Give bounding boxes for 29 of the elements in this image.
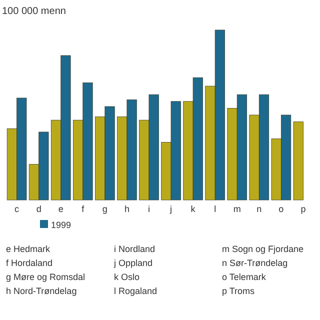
text: k Oslo bbox=[114, 272, 140, 282]
text: g Møre og Romsdal bbox=[6, 272, 86, 282]
text: m Sogn og Fjordane bbox=[222, 244, 304, 254]
legend-label: 1999 bbox=[51, 220, 72, 230]
x-tick-label: c bbox=[14, 204, 20, 214]
text: h Nord-Trøndelag bbox=[6, 286, 77, 296]
x-tick-label: l bbox=[214, 204, 216, 214]
x-tick-label: j bbox=[169, 204, 172, 214]
x-tick-label: p bbox=[300, 204, 306, 214]
text: f Hordaland bbox=[6, 258, 53, 268]
x-tick-label: k bbox=[190, 204, 196, 214]
x-tick-label: m bbox=[233, 204, 241, 214]
chart-title: 100 000 menn bbox=[2, 6, 66, 17]
x-tick-label: g bbox=[102, 204, 108, 214]
x-tick-label: d bbox=[36, 204, 42, 214]
x-tick-label: o bbox=[278, 204, 284, 214]
text: e Hedmark bbox=[6, 244, 51, 254]
x-tick-label: h bbox=[124, 204, 130, 214]
x-tick-label: i bbox=[148, 204, 150, 214]
text: o Telemark bbox=[222, 272, 266, 282]
text: p Troms bbox=[222, 286, 256, 296]
text: l Rogaland bbox=[114, 286, 158, 296]
text: n Sør-Trøndelag bbox=[222, 258, 288, 268]
x-tick-label: f bbox=[82, 204, 85, 214]
text: j Oppland bbox=[113, 258, 153, 268]
text: i Nordland bbox=[114, 244, 156, 254]
x-tick-label: n bbox=[256, 204, 262, 214]
x-tick-label: e bbox=[58, 204, 64, 214]
bar bbox=[293, 122, 304, 200]
